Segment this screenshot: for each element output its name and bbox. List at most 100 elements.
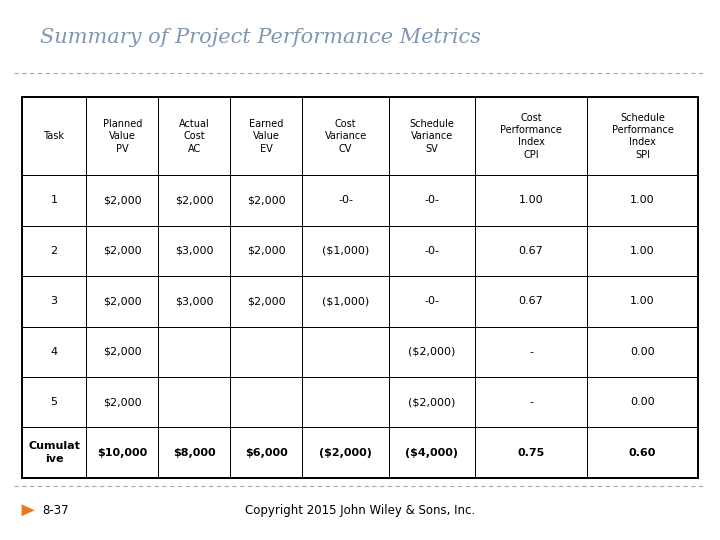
Text: Earned
Value
EV: Earned Value EV — [249, 119, 284, 153]
Text: $10,000: $10,000 — [97, 448, 148, 458]
Bar — [475, 327, 587, 377]
Bar — [587, 428, 698, 478]
Bar — [302, 176, 389, 226]
Text: ($4,000): ($4,000) — [405, 448, 459, 458]
Text: Planned
Value
PV: Planned Value PV — [103, 119, 142, 153]
Bar — [158, 176, 230, 226]
Text: 0.67: 0.67 — [518, 296, 544, 306]
Bar — [389, 428, 475, 478]
Bar — [22, 97, 86, 176]
Bar — [475, 276, 587, 327]
Bar — [302, 327, 389, 377]
Bar — [22, 97, 698, 478]
Bar — [302, 226, 389, 276]
Bar — [389, 226, 475, 276]
Bar — [587, 226, 698, 276]
Bar — [158, 377, 230, 428]
Bar — [158, 327, 230, 377]
Bar — [86, 327, 158, 377]
Bar — [22, 226, 86, 276]
Bar — [587, 428, 698, 478]
Bar — [302, 377, 389, 428]
Bar — [389, 276, 475, 327]
Bar — [158, 377, 230, 428]
Text: $6,000: $6,000 — [245, 448, 288, 458]
Text: ($1,000): ($1,000) — [322, 296, 369, 306]
Bar — [389, 377, 475, 428]
Text: -0-: -0- — [338, 195, 353, 205]
Bar — [86, 226, 158, 276]
Bar — [22, 428, 86, 478]
Bar — [230, 327, 302, 377]
Bar — [86, 377, 158, 428]
Text: 3: 3 — [50, 296, 58, 306]
Bar — [389, 176, 475, 226]
Text: 0.00: 0.00 — [630, 347, 655, 357]
Bar — [389, 327, 475, 377]
Text: $8,000: $8,000 — [173, 448, 216, 458]
Text: 5: 5 — [50, 397, 58, 407]
Bar — [475, 97, 587, 176]
Bar — [475, 276, 587, 327]
Text: 4: 4 — [50, 347, 58, 357]
Bar — [389, 327, 475, 377]
Text: 8-37: 8-37 — [42, 504, 68, 517]
Text: 0.60: 0.60 — [629, 448, 657, 458]
Text: 0.67: 0.67 — [518, 246, 544, 256]
Text: Cost
Performance
Index
CPI: Cost Performance Index CPI — [500, 113, 562, 160]
Bar — [22, 176, 86, 226]
Bar — [86, 97, 158, 176]
Bar — [86, 176, 158, 226]
Text: -0-: -0- — [425, 195, 439, 205]
Bar — [475, 428, 587, 478]
Bar — [86, 428, 158, 478]
Text: 0.00: 0.00 — [630, 397, 655, 407]
Bar — [475, 176, 587, 226]
Bar — [587, 276, 698, 327]
Bar — [158, 276, 230, 327]
Bar — [302, 428, 389, 478]
Bar — [587, 377, 698, 428]
Bar — [230, 377, 302, 428]
Bar — [22, 276, 86, 327]
Bar — [22, 97, 86, 176]
Bar — [22, 428, 86, 478]
Bar — [587, 226, 698, 276]
Bar — [302, 226, 389, 276]
Bar — [22, 176, 86, 226]
Text: Summary of Project Performance Metrics: Summary of Project Performance Metrics — [40, 28, 481, 48]
Polygon shape — [22, 504, 35, 516]
Bar — [302, 276, 389, 327]
Bar — [302, 327, 389, 377]
Text: -: - — [529, 397, 533, 407]
Text: $2,000: $2,000 — [247, 246, 286, 256]
Bar — [302, 276, 389, 327]
Text: ($2,000): ($2,000) — [408, 347, 456, 357]
Bar — [230, 377, 302, 428]
Text: Cumulat
ive: Cumulat ive — [28, 442, 80, 464]
Text: ($2,000): ($2,000) — [408, 397, 456, 407]
Bar — [230, 176, 302, 226]
Bar — [302, 97, 389, 176]
Bar — [158, 428, 230, 478]
Bar — [230, 226, 302, 276]
Bar — [86, 176, 158, 226]
Bar — [389, 428, 475, 478]
Bar — [230, 97, 302, 176]
Text: Cost
Variance
CV: Cost Variance CV — [325, 119, 366, 153]
Bar — [86, 327, 158, 377]
Text: $2,000: $2,000 — [103, 347, 142, 357]
Text: Copyright 2015 John Wiley & Sons, Inc.: Copyright 2015 John Wiley & Sons, Inc. — [245, 504, 475, 517]
Bar — [230, 276, 302, 327]
Bar — [86, 276, 158, 327]
Text: $2,000: $2,000 — [175, 195, 214, 205]
Bar — [158, 226, 230, 276]
Text: -0-: -0- — [425, 246, 439, 256]
Bar — [230, 428, 302, 478]
Bar — [587, 176, 698, 226]
Bar — [230, 226, 302, 276]
Bar — [158, 276, 230, 327]
Bar — [22, 276, 86, 327]
Text: -0-: -0- — [425, 296, 439, 306]
Bar — [22, 327, 86, 377]
